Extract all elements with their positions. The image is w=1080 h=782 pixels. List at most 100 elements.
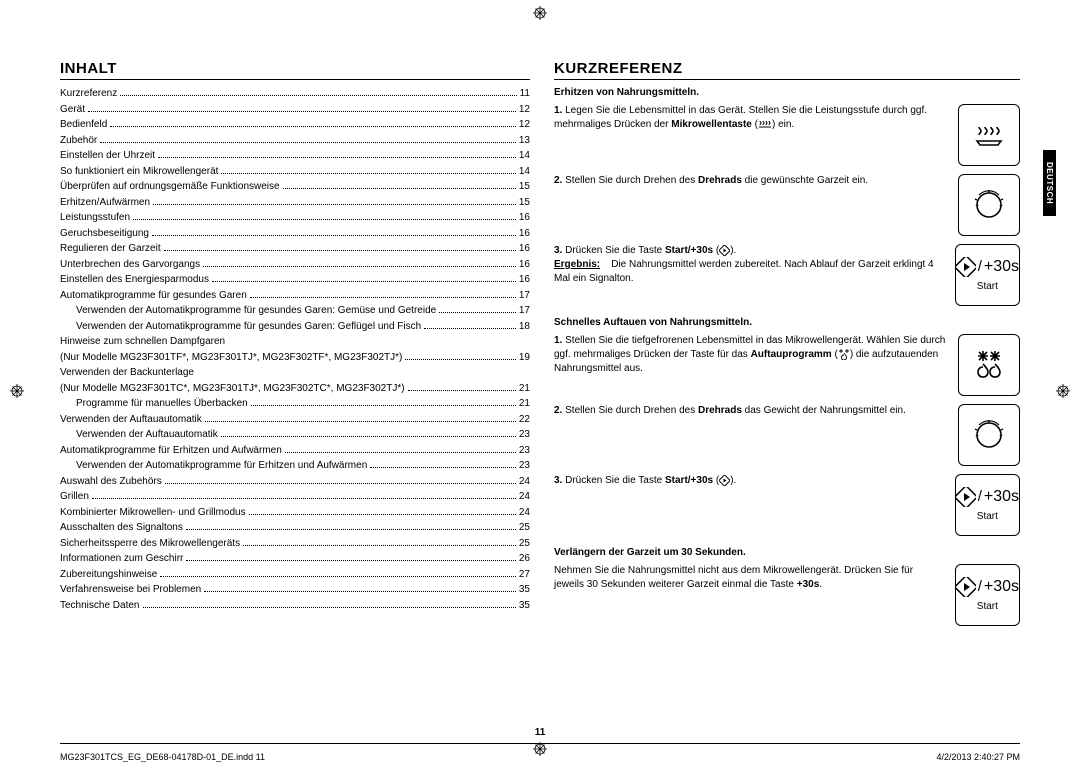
toc-heading: Inhalt	[60, 60, 530, 80]
toc-page: 19	[519, 350, 530, 366]
qr-section: Erhitzen von Nahrungsmitteln.1. Legen Si…	[554, 86, 1020, 306]
toc-page: 16	[519, 226, 530, 242]
quick-reference: Erhitzen von Nahrungsmitteln.1. Legen Si…	[554, 86, 1020, 626]
footer-rule	[60, 743, 1020, 744]
qr-step-text: 3. Drücken Sie die Taste Start/+30s ().	[554, 474, 945, 488]
toc-row: Verwenden der Automatikprogramme für ges…	[60, 319, 530, 335]
toc-label: Informationen zum Geschirr	[60, 551, 183, 567]
footer: MG23F301TCS_EG_DE68-04178D-01_DE.indd 11…	[60, 752, 1020, 762]
toc-label: (Nur Modelle MG23F301TC*, MG23F301TJ*, M…	[60, 381, 405, 397]
toc-row: (Nur Modelle MG23F301TF*, MG23F301TJ*, M…	[60, 350, 530, 366]
start-icon: /+30sStart	[955, 244, 1020, 306]
toc-page: 17	[519, 303, 530, 319]
toc-leader	[203, 266, 516, 267]
toc-leader	[88, 111, 516, 112]
toc-page: 13	[519, 133, 530, 149]
toc-row: Kombinierter Mikrowellen- und Grillmodus…	[60, 505, 530, 521]
qr-step: 2. Stellen Sie durch Drehen des Drehrads…	[554, 174, 1020, 236]
toc-page: 17	[519, 288, 530, 304]
language-tab: DEUTSCH	[1043, 150, 1056, 216]
toc-leader	[158, 157, 516, 158]
toc-page: 15	[519, 179, 530, 195]
toc-page: 24	[519, 474, 530, 490]
page-number: 11	[535, 727, 546, 738]
toc-leader	[424, 328, 516, 329]
toc-label: Zubehör	[60, 133, 97, 149]
toc-page: 24	[519, 505, 530, 521]
toc-leader	[243, 545, 516, 546]
toc-label: Automatikprogramme für Erhitzen und Aufw…	[60, 443, 282, 459]
toc-label: Verwenden der Automatikprogramme für ges…	[76, 303, 436, 319]
qr-section-title: Verlängern der Garzeit um 30 Sekunden.	[554, 546, 1020, 560]
toc-label: (Nur Modelle MG23F301TF*, MG23F301TJ*, M…	[60, 350, 402, 366]
toc-row: Kurzreferenz 11	[60, 86, 530, 102]
toc-leader	[120, 95, 516, 96]
toc-leader	[92, 498, 516, 499]
toc-page: 14	[519, 164, 530, 180]
footer-filename: MG23F301TCS_EG_DE68-04178D-01_DE.indd 11	[60, 752, 265, 762]
start-icon: /+30sStart	[955, 474, 1020, 536]
quickref-heading: Kurzreferenz	[554, 60, 1020, 80]
toc-row: Automatikprogramme für Erhitzen und Aufw…	[60, 443, 530, 459]
toc-row: Verwenden der Auftauautomatik23	[60, 427, 530, 443]
toc-row: Verfahrensweise bei Problemen 35	[60, 582, 530, 598]
toc-row: Überprüfen auf ordnungsgemäße Funktionsw…	[60, 179, 530, 195]
toc-row: Regulieren der Garzeit 16	[60, 241, 530, 257]
defrost-icon	[958, 334, 1020, 396]
svg-text:+: +	[999, 203, 1003, 210]
toc-row: Informationen zum Geschirr 26	[60, 551, 530, 567]
toc-page: 18	[519, 319, 530, 335]
toc-row: Grillen24	[60, 489, 530, 505]
toc-label: Kurzreferenz	[60, 86, 117, 102]
toc-row: Leistungsstufen16	[60, 210, 530, 226]
toc-row: Verwenden der Automatikprogramme für Erh…	[60, 458, 530, 474]
toc-row: Verwenden der Auftauautomatik 22	[60, 412, 530, 428]
toc-row: Programme für manuelles Überbacken21	[60, 396, 530, 412]
toc-page: 22	[519, 412, 530, 428]
toc-leader	[250, 297, 516, 298]
toc-page: 35	[519, 582, 530, 598]
toc-leader	[100, 142, 516, 143]
toc-leader	[221, 173, 515, 174]
qr-section-title: Schnelles Auftauen von Nahrungsmitteln.	[554, 316, 1020, 330]
qr-step: 3. Drücken Sie die Taste Start/+30s (). /…	[554, 474, 1020, 536]
toc-label: Regulieren der Garzeit	[60, 241, 161, 257]
table-of-contents: Kurzreferenz11Gerät12Bedienfeld12Zubehör…	[60, 86, 530, 613]
toc-row: Technische Daten35	[60, 598, 530, 614]
toc-label: Überprüfen auf ordnungsgemäße Funktionsw…	[60, 179, 280, 195]
microwave-icon	[958, 104, 1020, 166]
toc-leader	[408, 390, 516, 391]
toc-leader	[212, 281, 516, 282]
toc-label: Verwenden der Auftauautomatik	[76, 427, 218, 443]
toc-row: Hinweise zum schnellen Dampfgaren	[60, 334, 530, 350]
toc-label: Verfahrensweise bei Problemen	[60, 582, 201, 598]
toc-label: Auswahl des Zubehörs	[60, 474, 162, 490]
toc-leader	[221, 436, 516, 437]
svg-text:+: +	[999, 433, 1003, 440]
toc-leader	[165, 483, 516, 484]
toc-leader	[205, 421, 516, 422]
toc-label: Verwenden der Auftauautomatik	[60, 412, 202, 428]
toc-row: Automatikprogramme für gesundes Garen17	[60, 288, 530, 304]
qr-step-text: 2. Stellen Sie durch Drehen des Drehrads…	[554, 404, 948, 418]
toc-label: Grillen	[60, 489, 89, 505]
dial-icon: −+	[958, 174, 1020, 236]
footer-timestamp: 4/2/2013 2:40:27 PM	[936, 752, 1020, 762]
toc-label: Bedienfeld	[60, 117, 107, 133]
toc-page: 16	[519, 241, 530, 257]
svg-text:−: −	[975, 433, 979, 440]
toc-leader	[186, 560, 515, 561]
toc-leader	[143, 607, 516, 608]
toc-page: 21	[519, 396, 530, 412]
toc-label: Technische Daten	[60, 598, 140, 614]
right-column: Kurzreferenz Erhitzen von Nahrungsmittel…	[554, 60, 1020, 636]
toc-page: 11	[520, 86, 530, 102]
toc-row: Sicherheitssperre des Mikrowellengeräts2…	[60, 536, 530, 552]
qr-step-text: 1. Legen Sie die Lebensmittel in das Ger…	[554, 104, 948, 132]
toc-leader	[133, 219, 516, 220]
toc-leader	[283, 188, 516, 189]
page-body: Inhalt Kurzreferenz11Gerät12Bedienfeld12…	[0, 0, 1080, 676]
toc-page: 26	[519, 551, 530, 567]
toc-label: Verwenden der Automatikprogramme für Erh…	[76, 458, 367, 474]
toc-leader	[152, 235, 516, 236]
